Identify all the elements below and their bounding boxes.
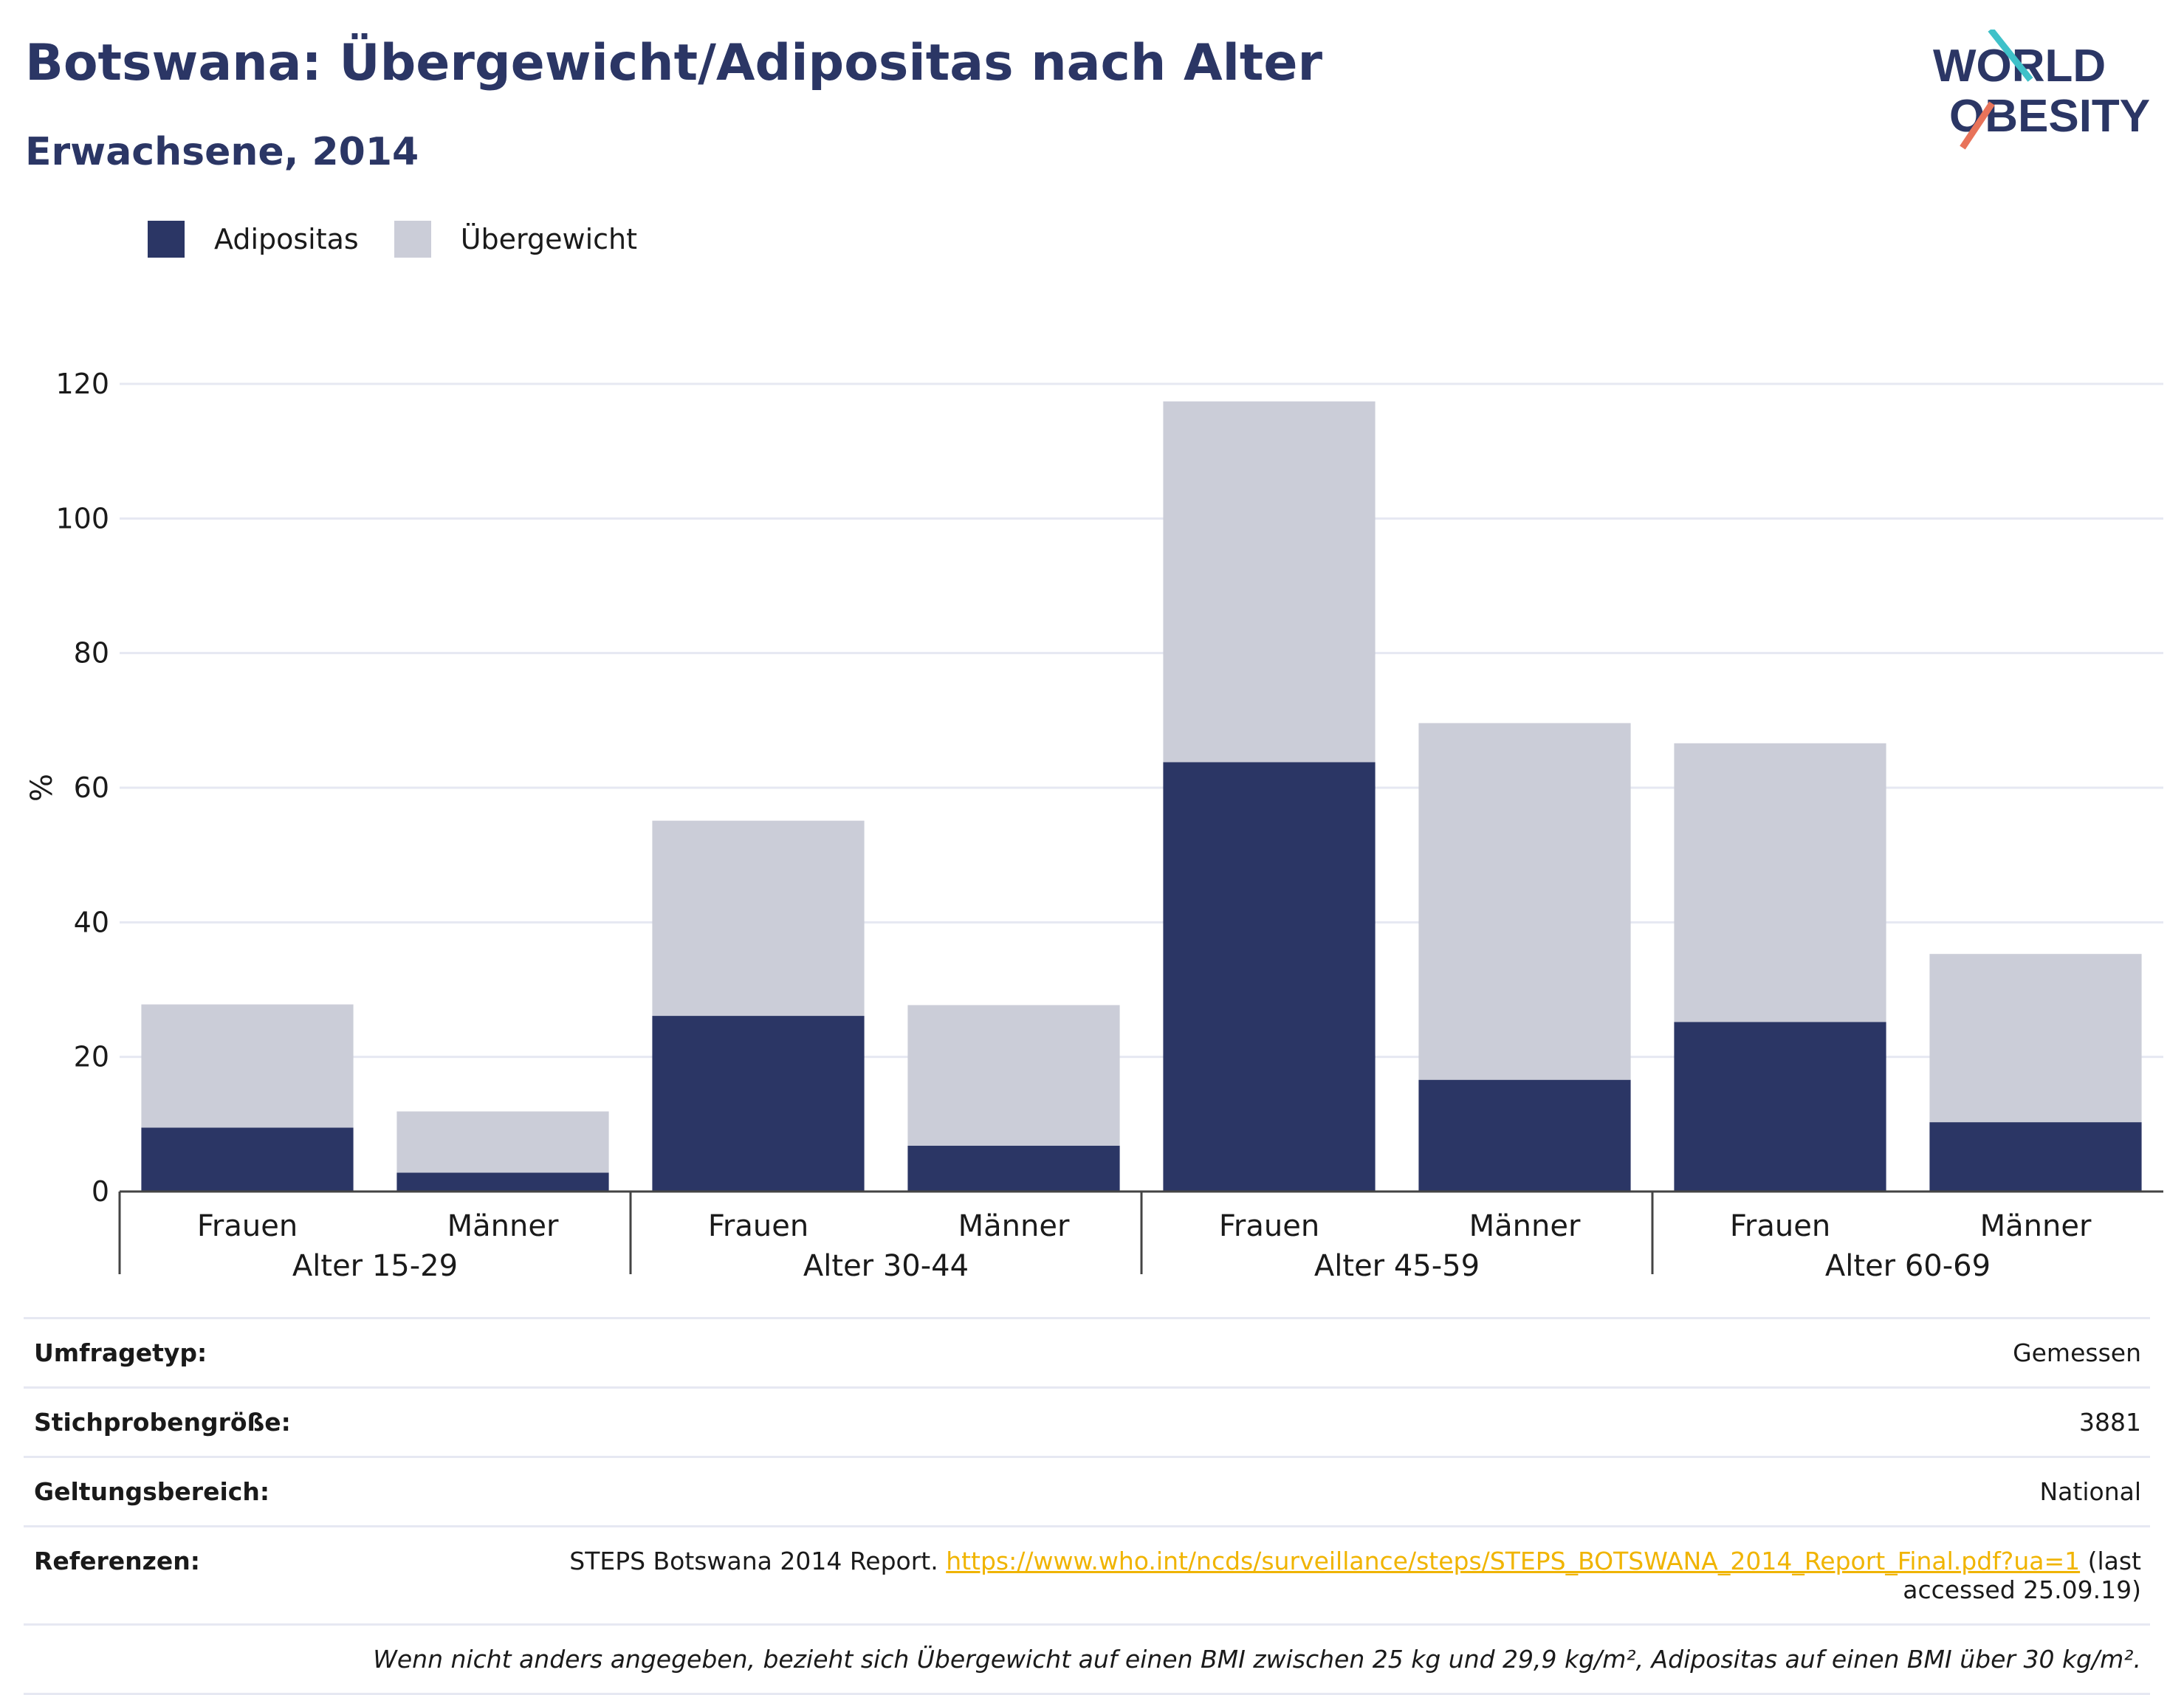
bar-adipositas [396,1172,609,1192]
bar-adipositas [141,1127,354,1192]
reference-text: STEPS Botswana 2014 Report. [569,1547,947,1575]
logo-coral-stroke [1960,101,1995,150]
page-subtitle: Erwachsene, 2014 [25,130,419,174]
meta-row-survey-type: Umfragetyp: Gemessen [24,1317,2150,1386]
reference-link[interactable]: https://www.who.int/ncds/surveillance/st… [946,1547,2081,1575]
y-tick-label: 100 [55,502,109,534]
bar-uebergewicht [907,1005,1120,1146]
logo-teal-stroke [1988,30,2033,82]
page-title: Botswana: Übergewicht/Adipositas nach Al… [25,34,1323,92]
x-group-label: Alter 15-29 [292,1249,458,1283]
metadata-table: Umfragetyp: Gemessen Stichprobengröße: 3… [24,1317,2150,1695]
y-tick-label: 120 [55,368,109,400]
x-category-label: Männer [1469,1209,1581,1243]
meta-key: Umfragetyp: [34,1338,207,1367]
reference-suffix: (last [2080,1547,2141,1575]
bar-adipositas [652,1016,865,1192]
meta-row-scope: Geltungsbereich: National [24,1456,2150,1525]
bar-adipositas [1674,1022,1886,1192]
bar-adipositas [1163,762,1376,1192]
bar-uebergewicht [1929,954,2142,1123]
bar-uebergewicht [141,1004,354,1128]
x-category-label: Frauen [197,1209,298,1243]
bar-adipositas [1418,1079,1631,1192]
x-category-label: Männer [447,1209,559,1243]
y-axis-label: % [25,774,59,802]
x-group-label: Alter 45-59 [1314,1249,1480,1283]
chart-legend: Adipositas Übergewicht [148,219,673,260]
x-category-label: Frauen [1219,1209,1319,1243]
bar-adipositas [1929,1122,2142,1192]
y-tick-label: 20 [74,1041,109,1073]
y-tick-label: 80 [74,637,109,670]
legend-label-uebergewicht: Übergewicht [460,223,637,255]
meta-row-sample-size: Stichprobengröße: 3881 [24,1386,2150,1456]
legend-swatch-adipositas [148,221,185,258]
reference-accessed: accessed 25.09.19) [1903,1575,2141,1604]
meta-key: Stichprobengröße: [34,1408,291,1437]
y-tick-label: 40 [74,906,109,938]
world-obesity-logo: WORLD OBESITY [1933,30,2150,150]
x-category-label: Frauen [708,1209,808,1243]
bar-uebergewicht [1418,723,1631,1080]
bar-chart: 0 20 40 60 80 100 120% Frauen Männer Frauen Männer… [25,368,2163,1283]
meta-footnote-row: Wenn nicht anders angegeben, bezieht sic… [24,1623,2150,1695]
y-tick-label: 60 [74,771,109,804]
bar-uebergewicht [1674,743,1886,1022]
legend-swatch-uebergewicht [394,221,431,258]
bar-uebergewicht [1163,401,1376,763]
x-category-label: Frauen [1730,1209,1830,1243]
bar-uebergewicht [396,1111,609,1173]
x-category-label: Männer [1980,1209,2092,1243]
meta-value: Gemessen [2013,1338,2141,1367]
x-group-label: Alter 30-44 [803,1249,969,1283]
meta-value: National [2039,1477,2141,1506]
legend-label-adipositas: Adipositas [214,223,359,255]
legend-item-adipositas[interactable]: Adipositas [148,221,359,258]
reference-value: STEPS Botswana 2014 Report. https://www.… [569,1547,2141,1604]
meta-value: 3881 [2079,1408,2141,1437]
x-category-label: Männer [958,1209,1070,1243]
legend-item-uebergewicht[interactable]: Übergewicht [394,221,637,258]
meta-key: Geltungsbereich: [34,1477,270,1506]
bar-uebergewicht [652,820,865,1017]
y-tick-label: 0 [92,1175,109,1208]
meta-key: Referenzen: [34,1547,200,1575]
meta-row-references: Referenzen: STEPS Botswana 2014 Report. … [24,1525,2150,1623]
footnote: Wenn nicht anders angegeben, bezieht sic… [373,1645,2141,1674]
bar-adipositas [907,1146,1120,1192]
x-group-label: Alter 60-69 [1825,1249,1991,1283]
